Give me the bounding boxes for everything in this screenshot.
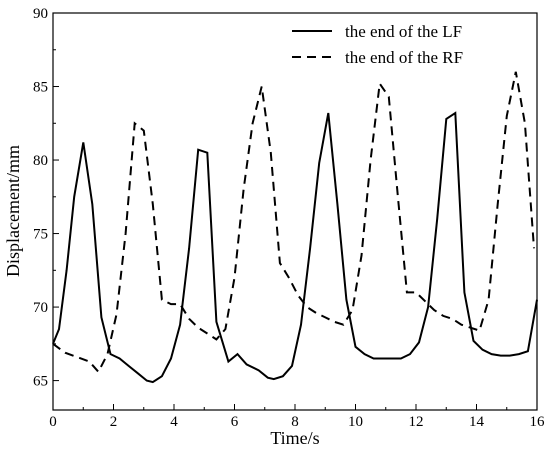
y-tick-label: 70	[33, 300, 48, 316]
y-tick-label: 80	[33, 153, 48, 169]
x-tick-label: 8	[291, 414, 299, 430]
legend-label-rf: the end of the RF	[345, 48, 463, 67]
x-tick-label: 16	[530, 414, 546, 430]
legend: the end of the LF the end of the RF	[292, 22, 463, 67]
y-tick-label: 65	[33, 374, 48, 390]
x-tick-label: 0	[49, 414, 57, 430]
series-line-lf	[52, 111, 538, 384]
x-axis-label: Time/s	[270, 428, 319, 448]
legend-label-lf: the end of the LF	[345, 22, 462, 41]
x-tick-label: 4	[170, 414, 178, 430]
x-tick-label: 2	[110, 414, 118, 430]
y-tick-label: 75	[33, 227, 48, 243]
y-tick-label: 85	[33, 80, 48, 96]
y-axis-ticks: 65 70 75 80 85 90	[33, 6, 59, 390]
x-tick-label: 12	[409, 414, 424, 430]
x-axis-ticks: 0 2 4 6 8 10 12 14 16	[49, 404, 545, 430]
x-tick-label: 10	[348, 414, 363, 430]
y-tick-label: 90	[33, 6, 48, 22]
x-tick-label: 6	[231, 414, 239, 430]
series-layer	[52, 71, 538, 384]
x-tick-label: 14	[469, 414, 485, 430]
series-line-rf	[52, 71, 535, 374]
y-axis-label: Displacement/mm	[3, 145, 23, 277]
